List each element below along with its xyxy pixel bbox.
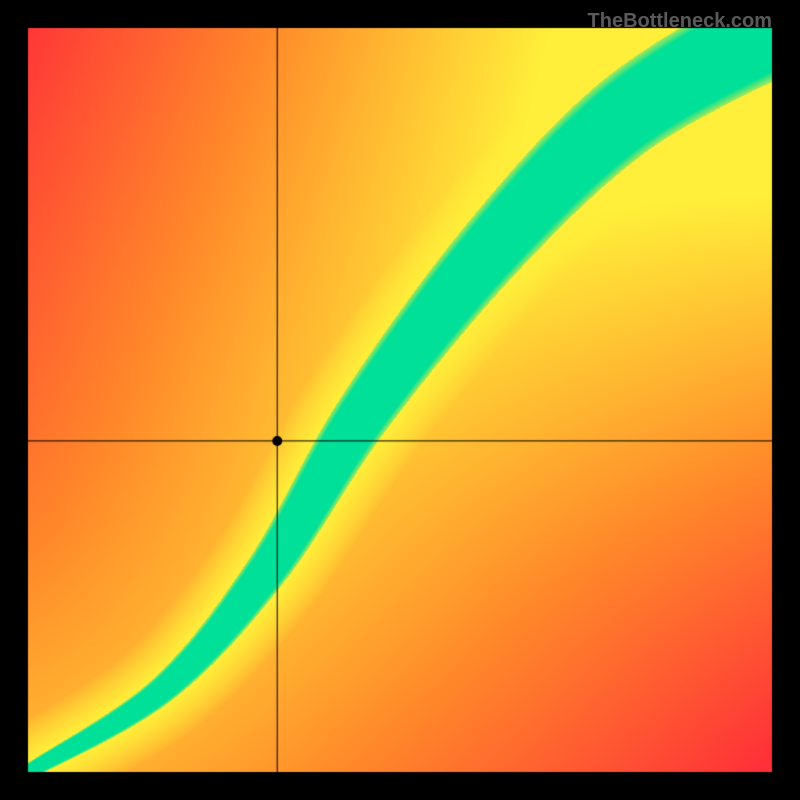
watermark-text: TheBottleneck.com (588, 10, 772, 33)
bottleneck-heatmap (0, 0, 800, 800)
